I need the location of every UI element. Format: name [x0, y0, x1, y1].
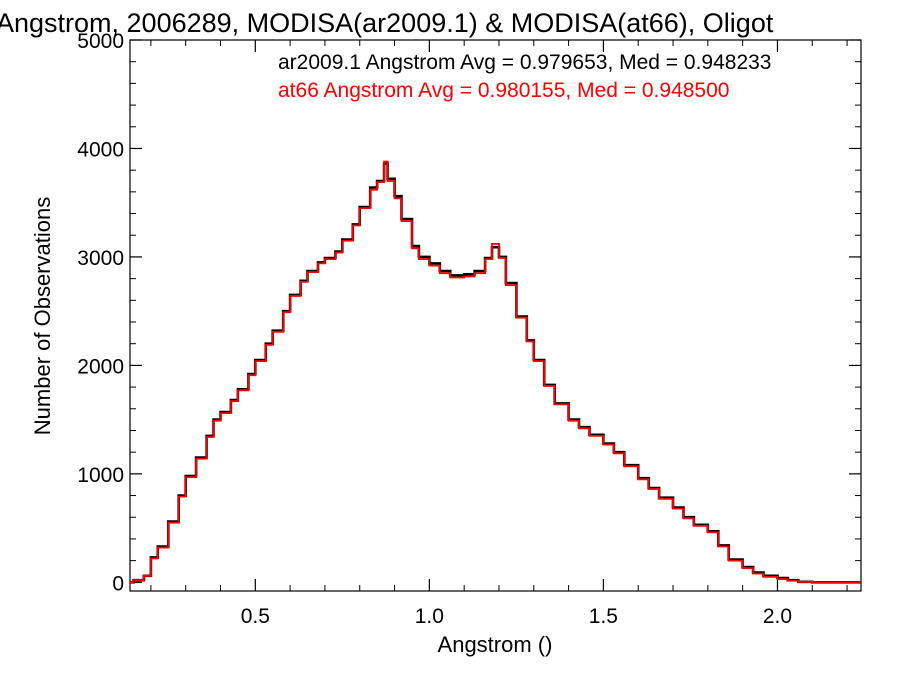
x-axis-label: Angstrom ()	[438, 632, 553, 657]
x-tick-label: 1.5	[589, 605, 618, 628]
y-tick-label: 5000	[77, 30, 124, 53]
annotation-ar2009: ar2009.1 Angstrom Avg = 0.979653, Med = …	[278, 51, 772, 74]
x-tick-label: 2.0	[763, 605, 792, 628]
y-tick-label: 2000	[77, 355, 124, 378]
plot-border	[129, 39, 862, 592]
y-tick-label: 1000	[77, 464, 124, 487]
annotation-at66: at66 Angstrom Avg = 0.980155, Med = 0.94…	[278, 79, 729, 102]
y-tick-label: 4000	[77, 138, 124, 161]
series-layer	[130, 160, 861, 584]
y-tick-label: 3000	[77, 247, 124, 270]
chart-title: Angstrom, 2006289, MODISA(ar2009.1) & MO…	[0, 8, 774, 38]
series-at66-histogram	[130, 160, 861, 584]
y-tick-label: 0	[112, 572, 124, 595]
x-tick-label: 0.5	[241, 605, 270, 628]
x-tick-label: 1.0	[415, 605, 444, 628]
plot-frame	[129, 39, 862, 592]
axis-ticks: 0.5 1.0 1.5 2.0 0 1000 2000 3000 4000 5000	[77, 30, 861, 628]
series-ar2009-histogram	[130, 162, 861, 584]
y-axis-label: Number of Observations	[30, 197, 55, 435]
